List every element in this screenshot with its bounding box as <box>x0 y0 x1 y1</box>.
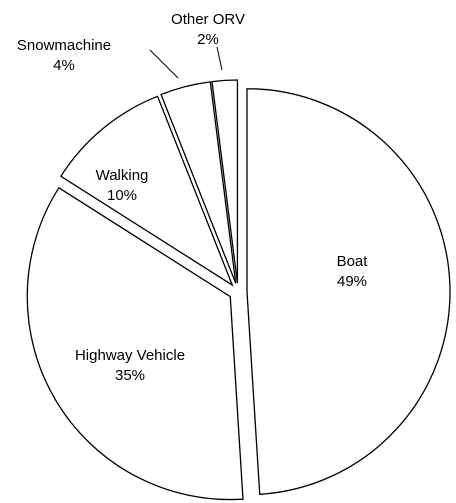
slice-value-label: 2% <box>197 31 219 48</box>
slice-value-label: 49% <box>337 273 367 290</box>
slice-label: Snowmachine <box>17 37 111 54</box>
pie-slice <box>59 95 234 287</box>
slice-value-label: 10% <box>107 187 137 204</box>
pie-slice <box>211 79 239 284</box>
slice-value-label: 35% <box>115 367 145 384</box>
slice-label: Walking <box>96 167 149 184</box>
leader-line <box>149 49 179 79</box>
pie-slice <box>246 88 451 496</box>
leader-line <box>216 46 223 71</box>
slice-value-label: 4% <box>53 57 75 74</box>
slice-label: Boat <box>337 253 369 270</box>
pie-slice <box>26 186 244 501</box>
pie-slice <box>160 81 237 284</box>
slice-label: Other ORV <box>171 11 245 28</box>
slice-label: Highway Vehicle <box>75 347 185 364</box>
